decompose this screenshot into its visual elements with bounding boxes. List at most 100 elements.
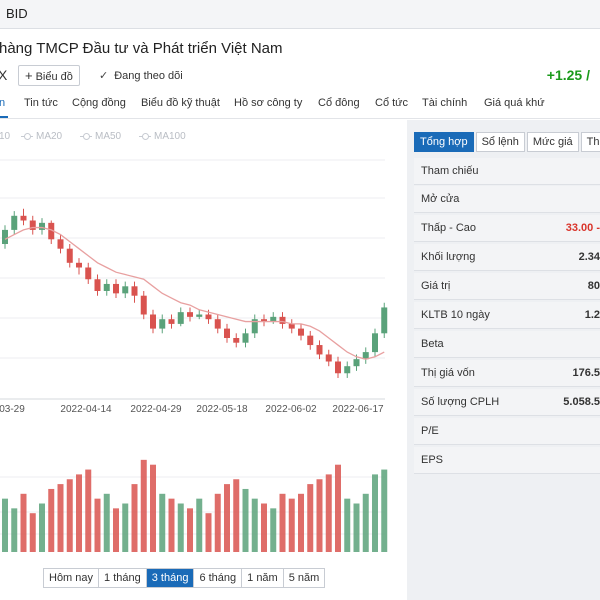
ma-legend-50[interactable]: MA50 bbox=[80, 131, 121, 142]
volume-bar bbox=[353, 503, 360, 552]
candle-body bbox=[57, 239, 64, 249]
stat-value: 176.5 bbox=[572, 367, 600, 379]
volume-bar bbox=[344, 498, 351, 552]
follow-button[interactable]: ✓ Đang theo dõi bbox=[99, 69, 183, 82]
price-change: +1.25 / bbox=[546, 67, 590, 83]
ma-legend-20[interactable]: MA20 bbox=[21, 131, 62, 142]
candle-body bbox=[177, 312, 184, 324]
tab-shareholders[interactable]: Cổ đông bbox=[318, 97, 360, 109]
stat-label: P/E bbox=[421, 425, 439, 437]
candle-body bbox=[76, 262, 82, 268]
candle-body bbox=[288, 323, 295, 329]
candle-body bbox=[20, 215, 27, 221]
stat-label: KLTB 10 ngày bbox=[421, 309, 490, 321]
ma-legend-label: MA100 bbox=[154, 131, 186, 142]
tab-news[interactable]: Tin tức bbox=[24, 97, 58, 109]
candle-body bbox=[113, 283, 119, 294]
candle-body bbox=[187, 312, 193, 317]
stat-row-open: Mở cửa bbox=[414, 186, 600, 213]
volume-bar bbox=[325, 474, 332, 552]
ma-legend-label: 10 bbox=[0, 131, 11, 142]
tab-summary[interactable]: Tổng hợp bbox=[414, 132, 474, 152]
tab-dividends[interactable]: Cổ tức bbox=[375, 97, 409, 109]
candle-body bbox=[85, 267, 92, 280]
tab-overview[interactable]: n bbox=[0, 97, 6, 109]
volume-bar bbox=[2, 498, 8, 552]
stat-row-eps: EPS bbox=[414, 447, 600, 474]
candle-body bbox=[344, 366, 351, 374]
volume-bar bbox=[159, 493, 166, 552]
stat-value: 1.2 bbox=[584, 309, 600, 321]
candle-body bbox=[196, 314, 203, 317]
ma-legend-10[interactable]: 10 bbox=[0, 131, 10, 142]
candle-body bbox=[270, 316, 277, 322]
candle-body bbox=[233, 338, 240, 343]
candle-body bbox=[224, 328, 230, 338]
add-chart-button[interactable]: + Biểu đồ bbox=[18, 65, 80, 86]
candle-body bbox=[325, 354, 332, 362]
volume-bar bbox=[177, 503, 184, 552]
range-5-years[interactable]: 5 năm bbox=[288, 572, 320, 584]
stat-value: 5.058.5 bbox=[563, 396, 600, 408]
stat-label: Số lượng CPLH bbox=[421, 396, 500, 408]
x-tick-label: 2022-04-29 bbox=[130, 404, 182, 415]
stat-row-avg-volume-10d: KLTB 10 ngày 1.2 bbox=[414, 302, 600, 329]
volume-bar bbox=[233, 479, 240, 552]
volume-bar bbox=[131, 484, 138, 552]
active-tab-indicator bbox=[0, 116, 8, 118]
range-1-year[interactable]: 1 năm bbox=[242, 569, 284, 587]
volume-bar bbox=[372, 474, 378, 552]
range-3-months[interactable]: 3 tháng bbox=[146, 569, 195, 587]
candle-body bbox=[372, 333, 378, 353]
stat-row-pe: P/E bbox=[414, 418, 600, 445]
tab-price-history[interactable]: Giá quá khứ bbox=[484, 97, 545, 109]
candle-body bbox=[29, 220, 36, 230]
stat-row-reference: Tham chiếu bbox=[414, 158, 600, 185]
candle-body bbox=[11, 215, 18, 230]
candle-body bbox=[140, 295, 147, 315]
volume-bar bbox=[140, 459, 147, 552]
tab-financials[interactable]: Tài chính bbox=[422, 97, 468, 109]
radio-icon bbox=[80, 132, 92, 140]
tab-more[interactable]: Th bbox=[580, 132, 600, 152]
candle-body bbox=[316, 345, 323, 355]
volume-bar bbox=[261, 503, 267, 552]
ma-legend-100[interactable]: MA100 bbox=[139, 131, 186, 142]
radio-icon bbox=[139, 132, 151, 140]
candle-body bbox=[335, 361, 341, 374]
range-6-months[interactable]: 6 tháng bbox=[194, 569, 243, 587]
range-today[interactable]: Hôm nay bbox=[44, 569, 100, 587]
volume-bar bbox=[113, 508, 119, 552]
volume-bar bbox=[288, 498, 295, 552]
stat-label: Khối lượng bbox=[421, 251, 476, 263]
volume-bar bbox=[39, 503, 45, 552]
x-tick-label: 2022-05-18 bbox=[196, 404, 248, 415]
x-tick-label: 2022-04-14 bbox=[60, 404, 112, 415]
symbol-label: BID bbox=[6, 6, 28, 21]
tab-price-levels[interactable]: Mức giá bbox=[526, 132, 579, 152]
candle-body bbox=[150, 314, 156, 329]
volume-bar bbox=[57, 484, 64, 552]
tab-company-profile[interactable]: Hồ sơ công ty bbox=[234, 97, 303, 109]
volume-bar bbox=[11, 508, 18, 552]
volume-bar bbox=[362, 493, 369, 552]
ma-line bbox=[4, 226, 385, 360]
volume-bar bbox=[168, 498, 175, 552]
candle-body bbox=[159, 319, 166, 329]
range-1-month[interactable]: 1 tháng bbox=[99, 569, 147, 587]
volume-bar bbox=[48, 488, 55, 552]
volume-bar bbox=[29, 513, 36, 552]
volume-bar bbox=[270, 508, 277, 552]
stat-row-market-cap: Thị giá vốn 176.5 bbox=[414, 360, 600, 387]
price-chart[interactable]: 03-29 2022-04-14 2022-04-29 2022-05-18 2022-… bbox=[0, 0, 400, 600]
candle-body bbox=[251, 319, 258, 334]
tab-community[interactable]: Cộng đồng bbox=[72, 97, 126, 109]
stat-row-value: Giá trị 80 bbox=[414, 273, 600, 300]
stat-row-low-high: Thấp - Cao 33.00 - bbox=[414, 215, 600, 242]
tab-order-book[interactable]: Sổ lệnh bbox=[475, 132, 525, 152]
tab-technical-chart[interactable]: Biểu đồ kỹ thuật bbox=[141, 97, 220, 109]
volume-bar bbox=[251, 498, 258, 552]
top-bar: BID bbox=[0, 0, 600, 29]
volume-bar bbox=[66, 479, 73, 552]
candle-body bbox=[205, 314, 212, 320]
